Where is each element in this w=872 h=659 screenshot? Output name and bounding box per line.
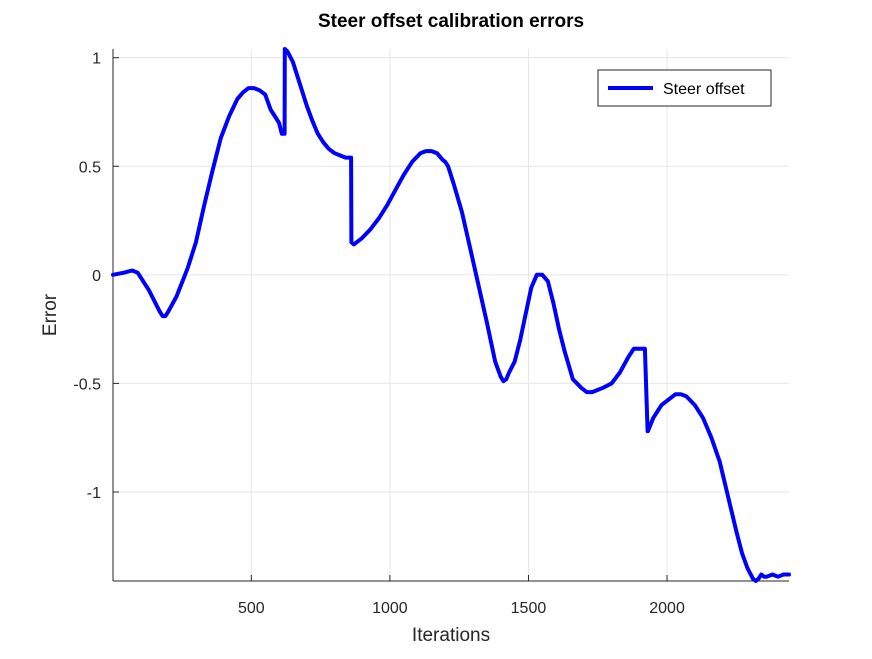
series-line-0 [111, 47, 791, 583]
axes [112, 49, 789, 582]
y-tick-label-4: -1 [87, 485, 101, 502]
x-tick-label-2: 1500 [511, 600, 547, 617]
legend: Steer offset [597, 69, 772, 107]
x-axis-label: Iterations [412, 625, 490, 646]
plot-area [113, 49, 789, 581]
x-tick-label-1: 1000 [372, 600, 408, 617]
tick-labels: 500 1000 1500 2000 1 0.5 0 -0.5 -1 [73, 51, 685, 617]
y-tick-label-3: -0.5 [73, 376, 101, 393]
x-tick-label-0: 500 [238, 600, 265, 617]
y-tick-label-1: 0.5 [79, 159, 101, 176]
series-group [111, 47, 791, 583]
y-tick-label-0: 1 [92, 51, 101, 68]
x-tick-label-3: 2000 [649, 600, 685, 617]
legend-entry-label: Steer offset [663, 81, 745, 98]
chart-title: Steer offset calibration errors [318, 11, 584, 32]
grid [113, 49, 789, 581]
y-axis-label: Error [40, 293, 61, 336]
y-tick-label-2: 0 [92, 268, 101, 285]
